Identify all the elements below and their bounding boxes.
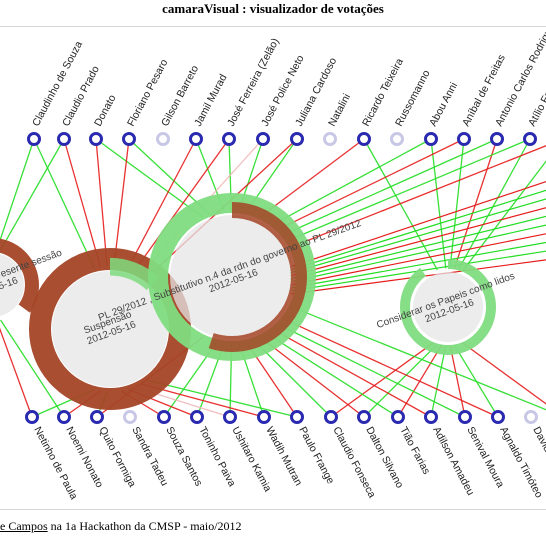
member-node-top-4[interactable] xyxy=(156,132,170,146)
member-node-bottom-2[interactable] xyxy=(90,410,104,424)
vote-link-top-23 xyxy=(453,138,498,270)
member-node-bottom-11[interactable] xyxy=(391,410,405,424)
vote-link-bottom-24 xyxy=(278,323,466,418)
vote-link-top-21 xyxy=(449,138,465,269)
vote-link-top-1 xyxy=(33,138,95,269)
vote-link-top-27 xyxy=(461,160,546,272)
vote-link-bottom-28 xyxy=(291,306,546,411)
member-node-top-7[interactable] xyxy=(256,132,270,146)
member-node-bottom-9[interactable] xyxy=(324,410,338,424)
member-node-bottom-4[interactable] xyxy=(157,410,171,424)
vote-link-top-19 xyxy=(430,138,447,269)
member-node-top-1[interactable] xyxy=(57,132,71,146)
vote-disk xyxy=(413,272,483,342)
footer-text: na 1a Hackathon da CMSP - maio/2012 xyxy=(47,519,242,533)
member-name: Tião Farias xyxy=(397,425,432,477)
vote-link-offscreen-6 xyxy=(289,233,546,286)
vote-link-top-2 xyxy=(0,138,65,251)
vote-link-offscreen-3 xyxy=(289,207,546,277)
member-node-bottom-12[interactable] xyxy=(424,410,438,424)
vote-link-bottom-19 xyxy=(363,343,438,418)
vote-disk xyxy=(170,215,294,339)
member-node-top-8[interactable] xyxy=(290,132,304,146)
vote-link-bottom-15 xyxy=(146,379,298,418)
member-node-top-13[interactable] xyxy=(457,132,471,146)
vote-link-bottom-23 xyxy=(430,345,447,418)
vote-circle-3[interactable]: Considerar os Papeis como lidos2012-05-1… xyxy=(375,259,516,355)
vote-link-top-24 xyxy=(287,138,531,242)
vote-link-bottom-18 xyxy=(259,336,365,418)
member-node-bottom-14[interactable] xyxy=(491,410,505,424)
vote-link-top-5 xyxy=(95,138,204,218)
member-name: Natalini xyxy=(326,92,353,129)
member-node-top-14[interactable] xyxy=(490,132,504,146)
vote-link-offscreen-5 xyxy=(289,224,546,283)
vote-link-offscreen-0 xyxy=(289,181,546,268)
vote-link-top-0 xyxy=(0,138,35,243)
member-name: Donato xyxy=(92,93,119,129)
member-node-bottom-1[interactable] xyxy=(57,410,71,424)
vote-ring-1 xyxy=(157,202,307,352)
member-node-top-3[interactable] xyxy=(122,132,136,146)
member-node-top-12[interactable] xyxy=(424,132,438,146)
vote-ring-0 xyxy=(0,238,39,332)
member-node-bottom-10[interactable] xyxy=(357,410,371,424)
member-node-top-5[interactable] xyxy=(189,132,203,146)
member-node-top-10[interactable] xyxy=(357,132,371,146)
member-node-bottom-0[interactable] xyxy=(25,410,39,424)
member-node-top-15[interactable] xyxy=(523,132,537,146)
vote-link-bottom-25 xyxy=(449,345,466,418)
vote-link-top-16 xyxy=(259,138,365,218)
vote-link-bottom-20 xyxy=(266,333,399,418)
vote-link-offscreen-8 xyxy=(289,250,546,292)
vote-link-top-22 xyxy=(283,138,498,236)
member-nodes xyxy=(25,132,538,424)
vote-link-offscreen-7 xyxy=(289,241,546,289)
member-node-top-9[interactable] xyxy=(323,132,337,146)
vote-link-top-26 xyxy=(291,145,546,248)
member-name: Jamil Murad xyxy=(192,72,230,128)
vote-link-top-18 xyxy=(272,138,432,226)
vote-graph[interactable]: Encerramento da presente sessão2012-05-1… xyxy=(0,27,546,509)
vote-link-top-25 xyxy=(457,138,531,271)
vote-link-top-8 xyxy=(127,138,197,269)
member-node-bottom-3[interactable] xyxy=(123,410,137,424)
member-node-bottom-8[interactable] xyxy=(290,410,304,424)
vote-disk xyxy=(0,254,24,316)
member-node-bottom-5[interactable] xyxy=(190,410,204,424)
member-node-bottom-7[interactable] xyxy=(257,410,271,424)
vote-link-bottom-0 xyxy=(0,327,33,418)
member-node-top-2[interactable] xyxy=(89,132,103,146)
vote-link-top-17 xyxy=(363,138,438,271)
vote-link-top-20 xyxy=(278,138,465,230)
vote-link-offscreen-1 xyxy=(289,189,546,271)
member-node-top-6[interactable] xyxy=(222,132,236,146)
member-name: Russomanno xyxy=(393,68,433,128)
vote-visualization[interactable]: Encerramento da presente sessão2012-05-1… xyxy=(0,26,546,510)
author-link[interactable]: e Campos xyxy=(0,519,48,533)
member-node-top-11[interactable] xyxy=(390,132,404,146)
vote-link-bottom-3 xyxy=(0,319,65,418)
vote-link-offscreen-2 xyxy=(289,198,546,274)
member-name: Abou Anni xyxy=(427,80,460,128)
member-node-bottom-6[interactable] xyxy=(223,410,237,424)
vote-link-bottom-29 xyxy=(462,342,546,405)
footer: e Campos na 1a Hackathon da CMSP - maio/… xyxy=(0,516,546,536)
vote-link-top-3 xyxy=(63,138,102,267)
member-node-bottom-13[interactable] xyxy=(458,410,472,424)
vote-disk xyxy=(52,271,168,387)
vote-link-top-10 xyxy=(133,138,230,272)
page-title: camaraVisual : visualizador de votações xyxy=(162,1,384,16)
vote-link-offscreen-4 xyxy=(289,215,546,280)
vote-link-top-4 xyxy=(95,138,108,267)
vote-link-bottom-26 xyxy=(283,318,499,418)
member-node-bottom-15[interactable] xyxy=(524,410,538,424)
vote-link-bottom-22 xyxy=(272,328,432,418)
vote-ring-1 xyxy=(38,257,182,401)
vote-ring-0 xyxy=(400,259,496,355)
vote-link-top-6 xyxy=(113,138,130,267)
member-node-top-0[interactable] xyxy=(27,132,41,146)
